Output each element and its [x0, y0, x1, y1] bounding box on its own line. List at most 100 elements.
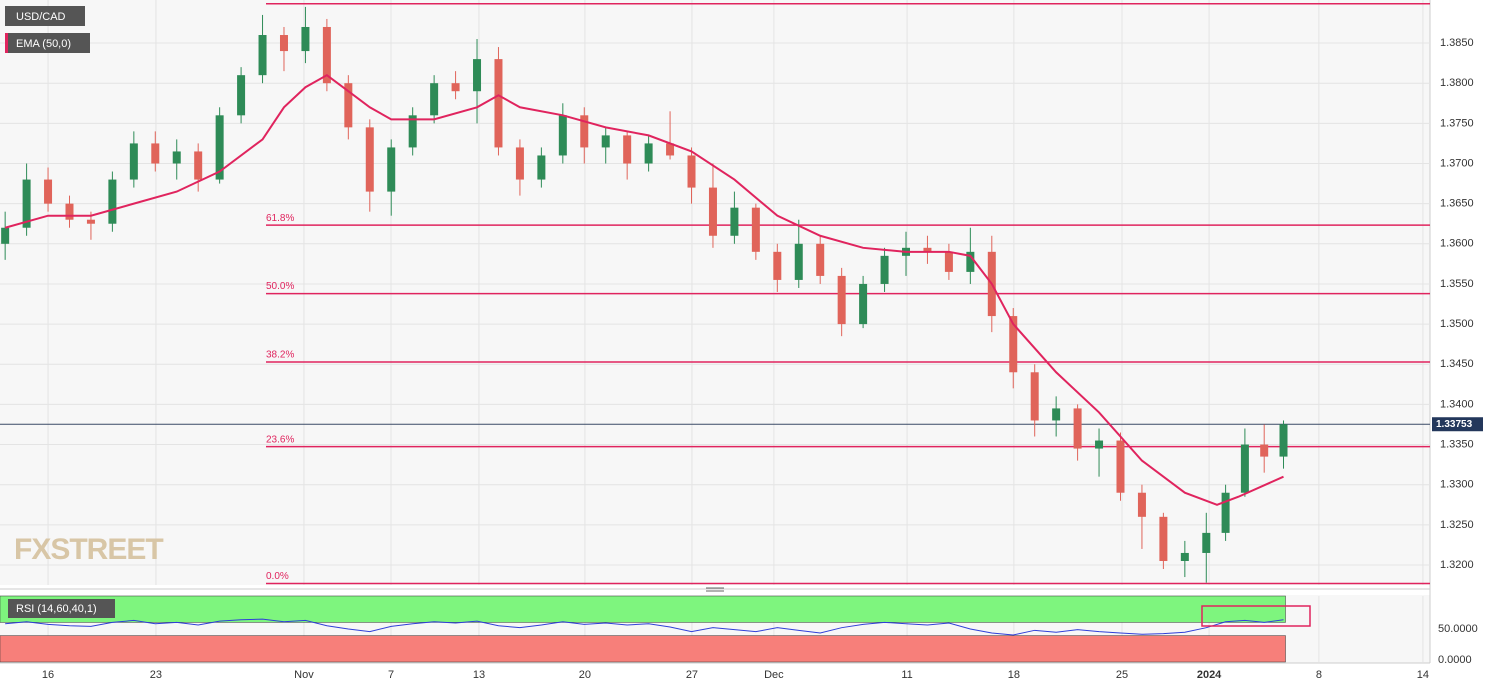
rsi-upper-band [0, 595, 1286, 623]
candle-body [623, 135, 632, 164]
rsi-tag: RSI (14,60,40,1) [16, 603, 97, 615]
candle-body [944, 251, 953, 272]
rsi-tick-label: 0.0000 [1438, 654, 1472, 666]
symbol-tag-bg [5, 6, 85, 26]
y-tick-label: 1.3750 [1440, 117, 1474, 129]
candle-body [473, 59, 482, 92]
last-price-tag: 1.33753 [1436, 419, 1473, 430]
candle-body [108, 179, 117, 224]
rsi-line [5, 618, 1284, 636]
ema-line [4, 73, 1284, 506]
candle-body [237, 75, 246, 116]
candle-body [1240, 444, 1249, 493]
candle-body [644, 143, 653, 164]
resize-grip[interactable] [706, 587, 724, 592]
candle-body [773, 251, 782, 280]
indicator-tag: EMA (50,0) [16, 38, 71, 50]
rsi-swatch [2, 599, 8, 618]
fib-label: 0.0% [266, 571, 289, 582]
candle-body [1095, 440, 1104, 449]
candle-body [1159, 516, 1168, 561]
candle-body [880, 255, 889, 284]
candle-body [215, 115, 224, 180]
candle-body [129, 143, 138, 180]
y-tick-label: 1.3550 [1440, 278, 1474, 290]
candle-body [279, 35, 288, 52]
candle-body [322, 26, 331, 84]
price-panel [0, 0, 1430, 585]
candle-body [687, 155, 696, 188]
rsi-lower-band [0, 635, 1286, 663]
candle-body [344, 83, 353, 128]
candle-body [65, 203, 74, 220]
plot-layer: 100.0% 61.8% 50.0% 38.2% 23.6% 0.0% [0, 0, 1430, 663]
y-tick-label: 1.3400 [1440, 398, 1474, 410]
candle-body [730, 207, 739, 236]
candle-body [408, 115, 417, 148]
y-tick-label: 1.3350 [1440, 438, 1474, 450]
candle-body [666, 143, 675, 156]
candle-body [580, 115, 589, 148]
x-tick-label: 18 [1008, 669, 1020, 681]
candle-body [44, 179, 53, 204]
candle-body [86, 219, 95, 224]
x-tick-label: Nov [294, 669, 314, 681]
candle-body [1221, 492, 1230, 533]
x-tick-label: 20 [579, 669, 591, 681]
fib-label: 23.6% [266, 434, 294, 445]
candle-body [1073, 408, 1082, 449]
highlight-box [1201, 605, 1311, 627]
y-tick-label: 1.3300 [1440, 479, 1474, 491]
candle-body [816, 243, 825, 276]
candle-body [1180, 552, 1189, 561]
y-tick-label: 1.3850 [1440, 37, 1474, 49]
candle-body [751, 207, 760, 252]
x-tick-label: 27 [686, 669, 698, 681]
candle-body [494, 59, 503, 148]
candle-body [451, 83, 460, 92]
symbol-tag: USD/CAD [16, 11, 66, 23]
rsi-tick-label: 50.0000 [1438, 623, 1478, 635]
y-tick-label: 1.3500 [1440, 318, 1474, 330]
y-tick-label: 1.3700 [1440, 157, 1474, 169]
candle-body [923, 247, 932, 252]
candle-body [365, 127, 374, 192]
candle-body [837, 275, 846, 325]
candle-body [859, 283, 868, 325]
candle-body [515, 147, 524, 180]
x-tick-label: 25 [1116, 669, 1128, 681]
candle-body [708, 187, 717, 236]
candle-body [601, 135, 610, 148]
candle-body [172, 151, 181, 164]
candle-body [1, 227, 10, 244]
x-tick-label: 2024 [1197, 669, 1222, 681]
candle-body [194, 151, 203, 180]
candle-body [22, 179, 31, 228]
fib-label: 50.0% [266, 281, 294, 292]
candle-body [301, 26, 310, 52]
candle-body [151, 143, 160, 164]
y-tick-label: 1.3200 [1440, 559, 1474, 571]
candle-body [1052, 408, 1061, 421]
candle-body [1202, 532, 1211, 553]
x-tick-label: 14 [1417, 669, 1429, 681]
x-tick-label: 8 [1316, 669, 1322, 681]
x-tick-label: 13 [473, 669, 485, 681]
x-tick-label: Dec [764, 669, 784, 681]
candle-body [1009, 316, 1018, 373]
y-tick-label: 1.3800 [1440, 77, 1474, 89]
candle-body [430, 83, 439, 116]
x-tick-label: 11 [901, 669, 912, 681]
y-tick-label: 1.3450 [1440, 358, 1474, 370]
watermark: FXSTREET [14, 533, 163, 566]
candle-body [1116, 440, 1125, 493]
fib-label: 100.0% [266, 0, 300, 2]
y-tick-label: 1.3650 [1440, 198, 1474, 210]
y-tick-label: 1.3250 [1440, 519, 1474, 531]
candle-body [966, 251, 975, 272]
candle-body [1279, 424, 1288, 457]
candle-body [1260, 444, 1269, 457]
y-tick-label: 1.3600 [1440, 238, 1474, 250]
fib-label: 38.2% [266, 350, 294, 361]
